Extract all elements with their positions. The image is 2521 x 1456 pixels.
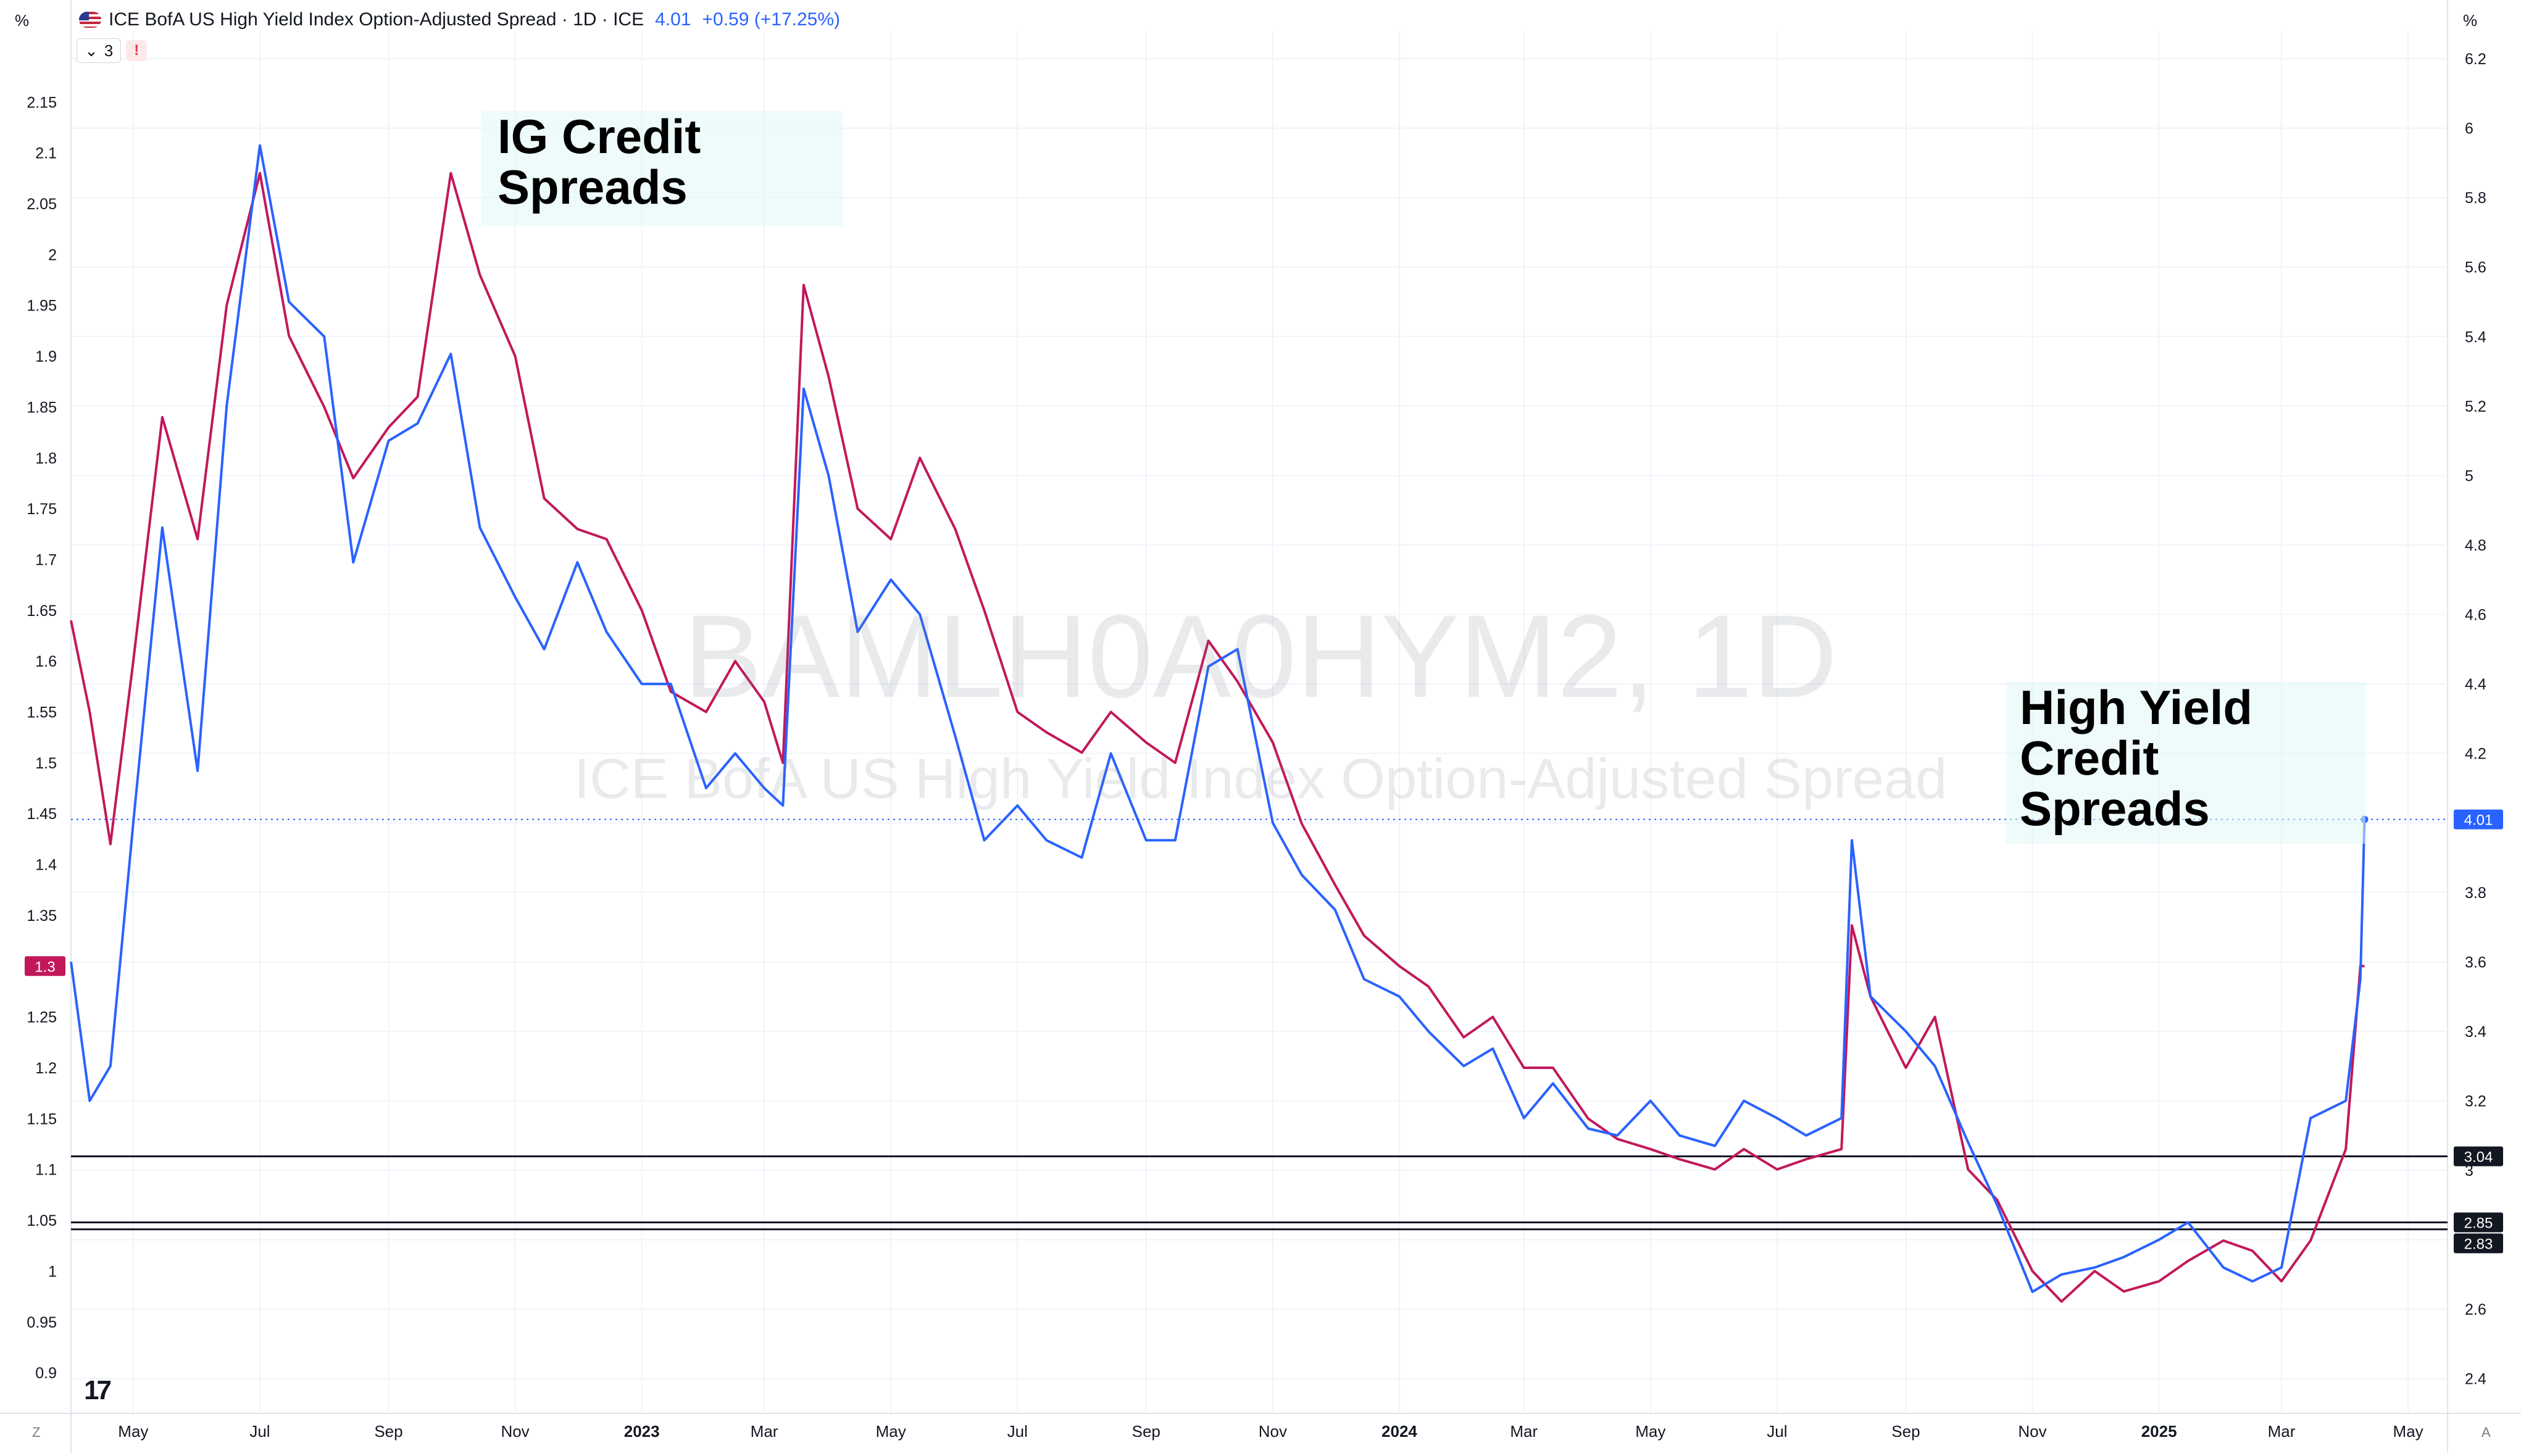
right-axis-tick-label: 5.8 xyxy=(2465,189,2486,207)
right-axis-tick-label: 5.6 xyxy=(2465,259,2486,277)
right-last-value-box xyxy=(2454,809,2503,830)
left-axis-tick-label: 1.9 xyxy=(35,348,57,365)
x-axis-tick-label: May xyxy=(2393,1422,2423,1441)
right-axis-tick-label: 4.8 xyxy=(2465,537,2486,554)
hy-annotation-line-3: Spreads xyxy=(2020,781,2210,836)
hy-annotation[interactable]: High Yield Credit Spreads xyxy=(2006,682,2365,844)
hy-annotation-line-1: High Yield xyxy=(2020,680,2253,734)
x-axis-tick-label: Sep xyxy=(1891,1422,1920,1441)
x-axis-tick-label: Nov xyxy=(2018,1422,2046,1441)
level-label-text: 3.04 xyxy=(2464,1149,2493,1166)
left-axis-tick-label: 1.1 xyxy=(35,1162,57,1179)
indicator-count-button[interactable]: ⌄ 3 xyxy=(77,38,122,63)
symbol-title[interactable]: ICE BofA US High Yield Index Option-Adju… xyxy=(109,9,644,30)
left-axis-tick-label: 1.35 xyxy=(27,907,57,925)
hy-annotation-line-2: Credit xyxy=(2020,731,2159,785)
x-axis-tick-label: Jul xyxy=(1007,1422,1028,1441)
left-axis-tick-label: 1.15 xyxy=(27,1110,57,1128)
right-axis-tick-label: 4.6 xyxy=(2465,607,2486,624)
chart-header[interactable]: ICE BofA US High Yield Index Option-Adju… xyxy=(79,6,840,33)
left-axis-tick-label: 1.4 xyxy=(35,857,57,874)
left-axis-tick-label: 2.05 xyxy=(27,196,57,213)
x-axis-tick-label: Sep xyxy=(374,1422,402,1441)
ig-annotation-line-1: IG Credit xyxy=(498,109,701,164)
x-axis-tick-label: Nov xyxy=(1259,1422,1287,1441)
left-axis-tick-label: 1.75 xyxy=(27,501,57,518)
right-axis-tick-label: 3.2 xyxy=(2465,1092,2486,1110)
level-label-text: 2.85 xyxy=(2464,1215,2493,1231)
left-axis-tick-label: 1.6 xyxy=(35,653,57,670)
us-flag-icon xyxy=(79,12,101,28)
chevron-down-icon: ⌄ xyxy=(85,41,98,60)
left-axis-tick-label: 1.45 xyxy=(27,805,57,823)
right-axis-tick-label: 5.4 xyxy=(2465,328,2486,346)
level-label-box xyxy=(2454,1233,2503,1254)
left-axis-tick-label: 1.5 xyxy=(35,755,57,772)
left-axis-tick-label: 1.7 xyxy=(35,551,57,568)
x-axis-tick-label: Nov xyxy=(501,1422,529,1441)
right-axis-tick-label: 3.4 xyxy=(2465,1023,2486,1041)
left-last-value-label: 1.3 xyxy=(35,959,55,975)
right-axis-tick-label: 6.2 xyxy=(2465,51,2486,68)
tradingview-logo[interactable]: 17 xyxy=(84,1375,112,1405)
left-axis-tick-label: 1.05 xyxy=(27,1212,57,1229)
x-axis-tick-label: Mar xyxy=(751,1422,778,1441)
right-axis-tick-label: 3.8 xyxy=(2465,884,2486,902)
x-axis-tick-label: Mar xyxy=(1510,1422,1538,1441)
left-axis-tick-label: 1.65 xyxy=(27,602,57,620)
left-axis-tick-label: 2.15 xyxy=(27,94,57,111)
right-axis-tick-label: 6 xyxy=(2465,120,2473,138)
ig-annotation-line-2: Spreads xyxy=(498,160,688,214)
ig-series-line xyxy=(70,172,2365,1303)
right-axis-tick-label: 5 xyxy=(2465,467,2473,485)
left-axis-tick-label: 1.25 xyxy=(27,1009,57,1026)
watermark-name: ICE BofA US High Yield Index Option-Adju… xyxy=(573,747,1948,810)
indicator-count: 3 xyxy=(104,41,114,60)
last-value: 4.01 xyxy=(655,9,691,30)
right-axis-tick-label: 2.4 xyxy=(2465,1371,2486,1388)
right-axis-tick-label: 4.4 xyxy=(2465,676,2486,693)
price-change: +0.59 (+17.25%) xyxy=(702,9,841,30)
right-last-value-label: 4.01 xyxy=(2464,812,2493,829)
right-axis-tick-label: 3.6 xyxy=(2465,954,2486,971)
left-axis-tick-label: 1.85 xyxy=(27,399,57,416)
x-axis-tick-label: 2024 xyxy=(1381,1422,1417,1441)
x-axis-tick-label: Jul xyxy=(1767,1422,1787,1441)
x-axis-tick-label: May xyxy=(876,1422,906,1441)
warning-icon[interactable]: ! xyxy=(126,40,148,61)
left-axis-tick-label: 1.55 xyxy=(27,704,57,722)
right-axis-tick-label: 3 xyxy=(2465,1162,2473,1179)
right-axis-tick-label: 5.2 xyxy=(2465,398,2486,415)
left-last-value-box xyxy=(25,956,65,976)
right-axis-tick-label: 2.6 xyxy=(2465,1301,2486,1318)
timezone-toggle[interactable]: Z xyxy=(32,1425,41,1440)
left-axis-tick-label: 0.9 xyxy=(35,1365,57,1382)
left-axis-tick-label: 0.95 xyxy=(27,1314,57,1331)
right-axis-unit: % xyxy=(2463,11,2478,30)
right-axis-tick-label: 4.2 xyxy=(2465,746,2486,763)
x-axis-tick-label: 2023 xyxy=(624,1422,660,1441)
indicator-toggle[interactable]: ⌄ 3 ! xyxy=(77,38,148,63)
x-axis-tick-label: Mar xyxy=(2268,1422,2296,1441)
ig-annotation[interactable]: IG Credit Spreads xyxy=(481,111,843,226)
hy-series-line xyxy=(70,144,2366,1293)
x-axis-tick-label: 2025 xyxy=(2141,1422,2177,1441)
level-label-box xyxy=(2454,1212,2503,1233)
x-axis-tick-label: May xyxy=(1635,1422,1665,1441)
x-axis-tick-label: Jul xyxy=(249,1422,270,1441)
left-axis-tick-label: 1.2 xyxy=(35,1060,57,1077)
left-axis-tick-label: 2 xyxy=(48,246,57,264)
left-axis-unit: % xyxy=(15,11,30,30)
x-axis-tick-label: May xyxy=(118,1422,148,1441)
level-label-box xyxy=(2454,1146,2503,1167)
auto-scale-toggle[interactable]: A xyxy=(2481,1425,2491,1440)
watermark-symbol: BAMLH0A0HYM2, 1D xyxy=(683,591,1838,722)
left-axis-tick-label: 1 xyxy=(48,1263,57,1280)
x-axis-tick-label: Sep xyxy=(1132,1422,1160,1441)
level-label-text: 2.83 xyxy=(2464,1236,2493,1252)
left-axis-tick-label: 1.8 xyxy=(35,450,57,467)
left-axis-tick-label: 2.1 xyxy=(35,145,57,162)
left-axis-tick-label: 1.95 xyxy=(27,297,57,315)
